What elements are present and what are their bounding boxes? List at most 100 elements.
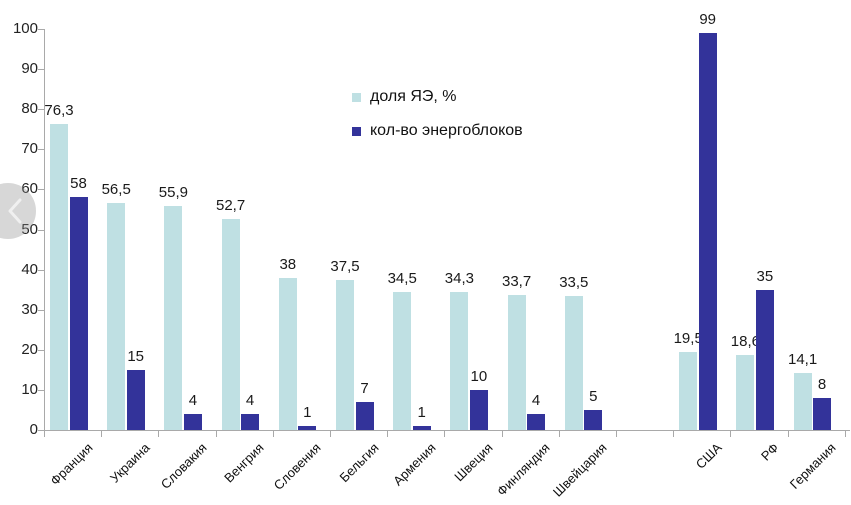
bar-value-label: 99 [699, 11, 717, 28]
y-axis-label: 10 [21, 380, 38, 398]
x-axis-tick [101, 431, 103, 437]
bar-value-label: 56,5 [101, 181, 131, 199]
x-axis-category-label: Украина [106, 440, 153, 486]
y-axis-label: 30 [21, 300, 38, 318]
y-axis-tick [38, 269, 45, 271]
x-axis-category-label: Армения [389, 440, 439, 489]
bar-value-label: 19,5 [673, 329, 703, 347]
bar-value-label: 10 [470, 367, 488, 385]
bar-share [336, 279, 354, 430]
bar-share [564, 295, 583, 430]
x-axis-category-label: США [692, 440, 725, 472]
x-axis-category-label: Швейцария [550, 440, 610, 500]
x-axis-category-label: Венгрия [221, 440, 267, 486]
legend-swatch-share-icon [352, 92, 361, 102]
x-axis-category-label: Словакия [157, 440, 210, 492]
y-axis-tick [38, 189, 45, 191]
x-axis-tick [616, 431, 617, 437]
bar-share [450, 292, 469, 430]
legend: доля ЯЭ, % кол-во энергоблоков [352, 80, 523, 148]
bar-units [698, 33, 717, 430]
bar-value-label: 58 [70, 175, 87, 193]
y-axis-tick [38, 149, 45, 151]
bar-value-label: 35 [756, 267, 774, 285]
bar-value-label: 4 [531, 391, 541, 409]
bar-units [755, 289, 774, 430]
x-axis-tick [673, 431, 675, 437]
chevron-left-icon [0, 198, 23, 224]
bar-share [793, 373, 812, 430]
bar-share [164, 205, 183, 430]
bar-value-label: 33,7 [501, 272, 532, 290]
bar-value-label: 8 [817, 375, 827, 393]
x-axis-tick [501, 431, 503, 437]
legend-label-share: доля ЯЭ, % [370, 88, 457, 105]
bar-share [736, 355, 755, 430]
legend-item-units: кол-во энергоблоков [352, 114, 523, 148]
bar-units [298, 426, 317, 430]
y-axis-label: 90 [21, 60, 38, 78]
y-axis-label: 60 [21, 180, 38, 198]
y-axis-label: 100 [12, 20, 38, 37]
x-axis-tick [330, 431, 331, 437]
bar-share [107, 203, 126, 430]
bar-value-label: 7 [360, 379, 369, 397]
x-axis-category-label: Словения [271, 440, 324, 493]
y-axis-tick [38, 309, 45, 311]
x-axis-category-label: Германия [786, 440, 839, 492]
legend-item-share: доля ЯЭ, % [352, 80, 523, 114]
y-axis-tick [38, 430, 45, 431]
y-axis-label: 0 [29, 421, 38, 438]
y-axis-tick [38, 109, 45, 111]
y-axis-tick [38, 349, 45, 351]
y-axis-tick [38, 229, 45, 231]
bar-units [469, 389, 488, 430]
bar-value-label: 18,6 [730, 333, 760, 351]
bar-share [679, 351, 698, 430]
bar-value-label: 15 [127, 347, 145, 365]
x-axis-line [44, 430, 850, 431]
x-axis-tick [387, 431, 389, 437]
x-axis-category-label: Финляндия [494, 440, 553, 499]
y-axis-label: 50 [21, 220, 38, 238]
legend-swatch-units-icon [352, 126, 361, 136]
bar-units [355, 401, 374, 430]
bar-units [584, 409, 603, 430]
y-axis-label: 80 [21, 100, 38, 118]
bar-units [126, 369, 145, 430]
bar-value-label: 1 [303, 403, 312, 421]
bar-share [507, 294, 526, 430]
y-axis-label: 70 [21, 140, 38, 158]
bar-value-label: 52,7 [215, 196, 246, 214]
bar-value-label: 76,3 [44, 102, 74, 120]
x-axis-category-label: Бельгия [336, 440, 382, 486]
y-axis-tick [38, 69, 45, 71]
bar-units [241, 413, 260, 430]
bar-value-label: 37,5 [330, 257, 360, 275]
bar-value-label: 4 [188, 391, 198, 409]
bar-share [278, 277, 297, 430]
bar-units [412, 426, 431, 430]
bar-value-label: 33,5 [559, 273, 589, 291]
bar-share [50, 124, 68, 430]
x-axis-category-label: Швеция [451, 440, 496, 485]
x-axis-tick [158, 431, 160, 437]
bar-value-label: 4 [245, 391, 255, 409]
y-axis-label: 40 [21, 260, 38, 278]
bar-units [183, 413, 202, 430]
x-axis-tick [44, 431, 45, 437]
x-axis-tick [558, 431, 560, 437]
bar-units [69, 197, 88, 430]
x-axis-category-label: Франция [46, 440, 96, 489]
x-axis-tick [215, 431, 217, 437]
bar-value-label: 38 [279, 255, 297, 273]
x-axis-tick [272, 431, 274, 437]
x-axis-tick [787, 431, 789, 437]
bar-value-label: 5 [589, 387, 598, 405]
bar-value-label: 34,5 [387, 269, 417, 287]
x-axis-category-label: РФ [757, 440, 782, 464]
bar-units [527, 413, 546, 430]
y-axis-tick [38, 389, 45, 391]
